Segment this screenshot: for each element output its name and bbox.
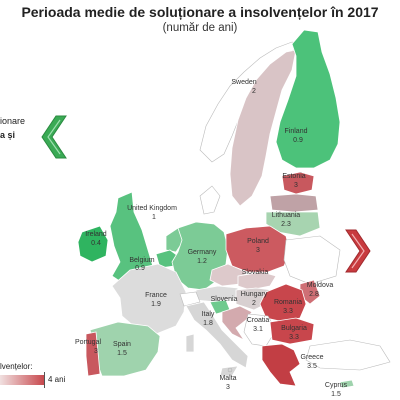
country-bulgaria[interactable] (269, 317, 315, 345)
label-romania-name: Romania (274, 299, 302, 306)
country-spain[interactable] (89, 321, 161, 377)
label-slovenia-name: Slovenia (211, 296, 238, 303)
label-sweden-value: 2 (252, 88, 256, 95)
label-uk-name: United Kingdom (127, 205, 177, 212)
label-malta-name: Malta (219, 375, 236, 382)
country-romania[interactable] (259, 283, 307, 323)
label-germany-value: 1.2 (197, 258, 207, 265)
label-poland-name: Poland (247, 238, 269, 245)
legend-color-bar (0, 375, 44, 385)
country-finland[interactable] (275, 29, 341, 169)
label-moldova-name: Moldova (307, 282, 334, 289)
nav-right-chevron-inner-icon (351, 233, 365, 269)
label-france-name: France (145, 292, 167, 299)
country-greece[interactable] (261, 343, 301, 387)
label-hungary-name: Hungary (241, 291, 268, 298)
country-croatia[interactable] (221, 305, 253, 342)
country-ukraine (283, 235, 341, 285)
label-uk-value: 1 (152, 214, 156, 221)
country-slovakia[interactable] (237, 271, 277, 291)
country-poland[interactable] (225, 225, 291, 273)
label-slovakia-name: Slovakia (242, 269, 269, 276)
country-turkey (305, 339, 391, 371)
label-cyprus-name: Cyprus (325, 382, 348, 389)
nav-right-chevron-icon[interactable] (345, 229, 371, 273)
country-sweden[interactable] (229, 49, 297, 207)
country-italy[interactable] (185, 301, 249, 369)
label-moldova-value: 2.8 (309, 291, 319, 298)
country-portugal[interactable] (85, 331, 101, 377)
legend-tick (44, 372, 45, 388)
country-switzerland (179, 291, 201, 307)
label-croatia-value: 3.1 (253, 326, 263, 333)
label-estonia-value: 3 (294, 182, 298, 189)
country-latvia[interactable] (269, 193, 319, 213)
label-greece-value: 3.5 (307, 363, 317, 370)
map-subtitle: (număr de ani) (162, 22, 238, 34)
country-ireland[interactable] (77, 225, 109, 263)
country-lithuania[interactable] (265, 211, 321, 237)
legend-max-label: 4 ani (48, 375, 66, 384)
label-croatia-name: Croatia (247, 317, 270, 324)
label-ireland-value: 0.4 (91, 240, 101, 247)
country-france[interactable] (111, 263, 187, 335)
label-greece-name: Greece (301, 354, 324, 361)
label-malta-value: 3 (226, 384, 230, 391)
label-finland-value: 0.9 (293, 137, 303, 144)
country-denmark (199, 185, 221, 215)
country-malta[interactable] (227, 367, 233, 373)
label-belgium-name: Belgium (129, 257, 154, 264)
label-sweden-name: Sweden (231, 79, 256, 86)
nav-left-chevron-inner-icon (47, 119, 61, 155)
label-cyprus-value: 1.5 (331, 391, 341, 398)
country-cyprus[interactable] (339, 379, 355, 389)
nav-left-chevron-icon[interactable] (41, 115, 67, 159)
label-belgium-value: 0.9 (135, 265, 145, 272)
label-finland-name: Finland (285, 128, 308, 135)
label-germany-name: Germany (188, 249, 217, 256)
country-italy-sardinia (185, 333, 195, 353)
label-portugal-value: 3 (94, 348, 98, 355)
label-italy-name: Italy (202, 311, 215, 318)
label-bulgaria-name: Bulgaria (281, 325, 307, 332)
map-title: Perioada medie de soluționare a insolven… (21, 4, 379, 20)
label-lithuania-name: Lithuania (272, 212, 301, 219)
label-hungary-value: 2 (252, 300, 256, 307)
label-portugal-name: Portugal (75, 339, 102, 346)
side-caption-line-2: a și (0, 130, 16, 140)
label-estonia-name: Estonia (282, 173, 305, 180)
label-romania-value: 3.3 (283, 308, 293, 315)
label-france-value: 1.9 (151, 301, 161, 308)
label-spain-value: 1.5 (117, 350, 127, 357)
label-lithuania-value: 2.3 (281, 221, 291, 228)
country-estonia[interactable] (281, 171, 315, 195)
label-ireland-name: Ireland (85, 231, 107, 238)
label-bulgaria-value: 3.3 (289, 334, 299, 341)
side-caption-line-1: ionare (0, 116, 26, 126)
legend-title: lvențelor: (0, 362, 33, 371)
label-italy-value: 1.8 (203, 320, 213, 327)
label-poland-value: 3 (256, 247, 260, 254)
label-spain-name: Spain (113, 341, 131, 348)
